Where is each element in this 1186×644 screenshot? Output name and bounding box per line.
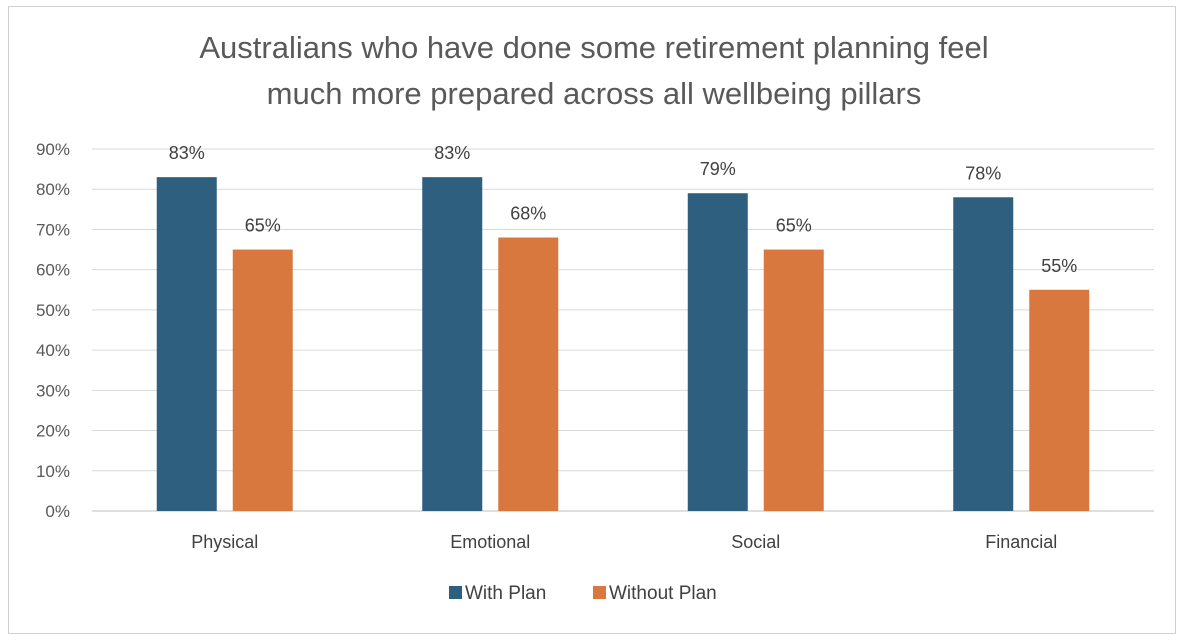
data-label: 83% bbox=[169, 143, 205, 163]
legend: With Plan Without Plan bbox=[449, 583, 717, 604]
x-tick-label: Financial bbox=[985, 532, 1057, 552]
data-label: 65% bbox=[245, 216, 281, 236]
x-tick-label: Physical bbox=[191, 532, 258, 552]
bar-without-plan-physical bbox=[232, 249, 293, 512]
data-label: 65% bbox=[776, 216, 812, 236]
y-tick-label: 10% bbox=[36, 462, 70, 481]
data-label: 55% bbox=[1041, 256, 1077, 276]
legend-swatch bbox=[449, 586, 462, 599]
bar-without-plan-financial bbox=[1029, 289, 1090, 511]
data-label: 78% bbox=[965, 163, 1001, 183]
legend-swatch bbox=[593, 586, 606, 599]
x-tick-label: Emotional bbox=[450, 532, 530, 552]
data-label: 83% bbox=[434, 143, 470, 163]
y-tick-label: 60% bbox=[36, 261, 70, 280]
data-label: 79% bbox=[700, 159, 736, 179]
y-tick-label: 70% bbox=[36, 220, 70, 239]
x-axis: Physical Emotional Social Financial bbox=[191, 532, 1057, 552]
y-tick-label: 30% bbox=[36, 381, 70, 400]
bar-without-plan-social bbox=[763, 249, 824, 512]
y-axis: 0% 10% 20% 30% 40% 50% 60% 70% 80% 90% bbox=[36, 140, 70, 521]
bar-with-plan-social bbox=[687, 193, 748, 511]
legend-label: With Plan bbox=[465, 583, 546, 604]
y-tick-label: 50% bbox=[36, 301, 70, 320]
chart-title-line-2: much more prepared across all wellbeing … bbox=[267, 76, 922, 111]
legend-label: Without Plan bbox=[609, 583, 717, 604]
bar-with-plan-physical bbox=[156, 177, 217, 511]
bars bbox=[156, 177, 1090, 512]
bar-with-plan-emotional bbox=[422, 177, 483, 511]
y-tick-label: 80% bbox=[36, 180, 70, 199]
y-tick-label: 90% bbox=[36, 140, 70, 159]
data-label: 68% bbox=[510, 203, 546, 223]
chart-title: Australians who have done some retiremen… bbox=[199, 30, 988, 111]
x-tick-label: Social bbox=[731, 532, 780, 552]
chart-title-line-1: Australians who have done some retiremen… bbox=[199, 30, 988, 65]
y-tick-label: 40% bbox=[36, 341, 70, 360]
y-tick-label: 0% bbox=[45, 502, 70, 521]
bar-without-plan-emotional bbox=[498, 237, 559, 511]
data-labels: 83% 65% 83% 68% 79% 65% 78% 55% bbox=[169, 143, 1078, 276]
y-tick-label: 20% bbox=[36, 422, 70, 441]
bar-with-plan-financial bbox=[953, 197, 1014, 511]
